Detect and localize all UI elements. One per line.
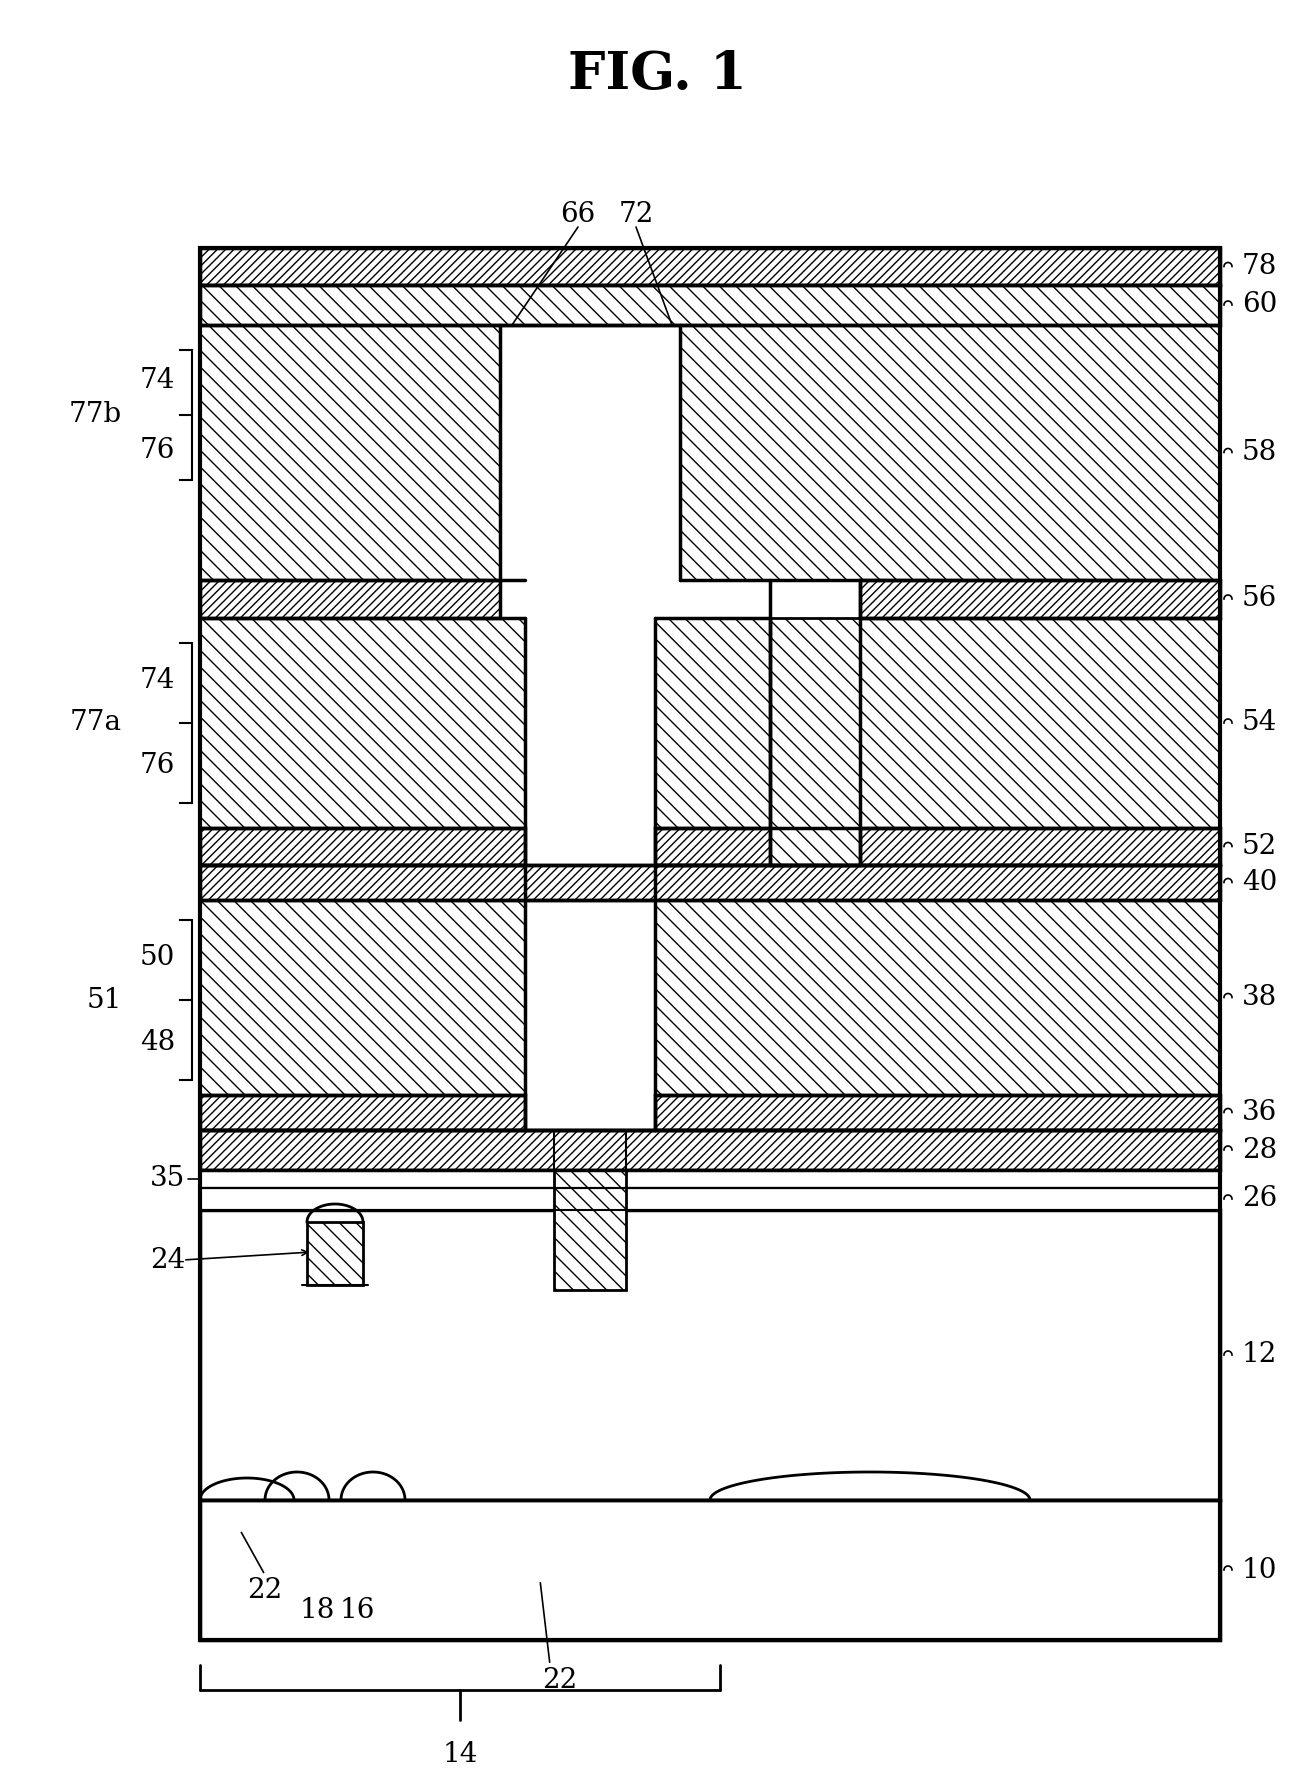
Text: FIG. 1: FIG. 1 bbox=[568, 50, 746, 100]
Text: 51: 51 bbox=[87, 986, 122, 1013]
Text: 28: 28 bbox=[1242, 1136, 1277, 1164]
Text: 74: 74 bbox=[139, 367, 175, 393]
Bar bbox=[200, 828, 526, 865]
Text: 18: 18 bbox=[300, 1597, 335, 1623]
Bar bbox=[555, 1169, 625, 1290]
Text: 22: 22 bbox=[247, 1577, 283, 1604]
Text: 54: 54 bbox=[1242, 710, 1277, 737]
Text: 72: 72 bbox=[619, 201, 653, 228]
Bar bbox=[501, 326, 681, 580]
Bar bbox=[526, 901, 654, 1095]
Bar bbox=[200, 1095, 526, 1130]
Text: 76: 76 bbox=[139, 751, 175, 780]
Bar bbox=[654, 618, 770, 828]
Bar bbox=[200, 1130, 1219, 1169]
Bar bbox=[200, 326, 501, 580]
Text: 78: 78 bbox=[1242, 253, 1277, 279]
Text: 66: 66 bbox=[560, 201, 595, 228]
Bar bbox=[200, 1210, 1219, 1501]
Bar bbox=[200, 618, 526, 828]
Bar bbox=[859, 828, 1219, 865]
Bar bbox=[654, 1095, 1219, 1130]
Bar bbox=[200, 580, 501, 618]
Text: 77a: 77a bbox=[70, 710, 122, 737]
Text: 76: 76 bbox=[139, 436, 175, 463]
Text: 12: 12 bbox=[1242, 1342, 1277, 1369]
Bar bbox=[307, 1223, 363, 1285]
Bar bbox=[200, 1169, 1219, 1187]
Text: 35: 35 bbox=[150, 1166, 185, 1193]
Bar bbox=[200, 901, 526, 1095]
Text: 24: 24 bbox=[150, 1246, 185, 1273]
Text: 52: 52 bbox=[1242, 833, 1277, 860]
Bar bbox=[770, 618, 859, 865]
Text: 10: 10 bbox=[1242, 1556, 1277, 1584]
Bar bbox=[200, 1501, 1219, 1639]
Bar bbox=[859, 580, 1219, 618]
Bar bbox=[200, 285, 1219, 326]
Text: 22: 22 bbox=[543, 1666, 578, 1693]
Text: 14: 14 bbox=[443, 1741, 478, 1769]
Text: 50: 50 bbox=[139, 943, 175, 972]
Text: 26: 26 bbox=[1242, 1185, 1277, 1212]
Text: 58: 58 bbox=[1242, 440, 1277, 466]
Text: 60: 60 bbox=[1242, 292, 1277, 319]
Text: 40: 40 bbox=[1242, 869, 1277, 895]
Text: 38: 38 bbox=[1242, 984, 1277, 1011]
Bar bbox=[200, 865, 1219, 901]
Text: 48: 48 bbox=[139, 1029, 175, 1056]
Bar bbox=[654, 828, 770, 865]
Bar bbox=[200, 247, 1219, 1639]
Text: 16: 16 bbox=[339, 1597, 374, 1623]
Text: 36: 36 bbox=[1242, 1098, 1277, 1127]
Text: 77b: 77b bbox=[68, 402, 122, 429]
Bar bbox=[681, 326, 1219, 580]
Bar bbox=[654, 901, 1219, 1095]
Bar bbox=[200, 1187, 1219, 1210]
Text: 74: 74 bbox=[139, 668, 175, 694]
Bar bbox=[859, 618, 1219, 828]
Bar bbox=[526, 618, 654, 828]
Bar bbox=[200, 247, 1219, 1639]
Bar bbox=[200, 247, 1219, 285]
Text: 56: 56 bbox=[1242, 586, 1277, 612]
